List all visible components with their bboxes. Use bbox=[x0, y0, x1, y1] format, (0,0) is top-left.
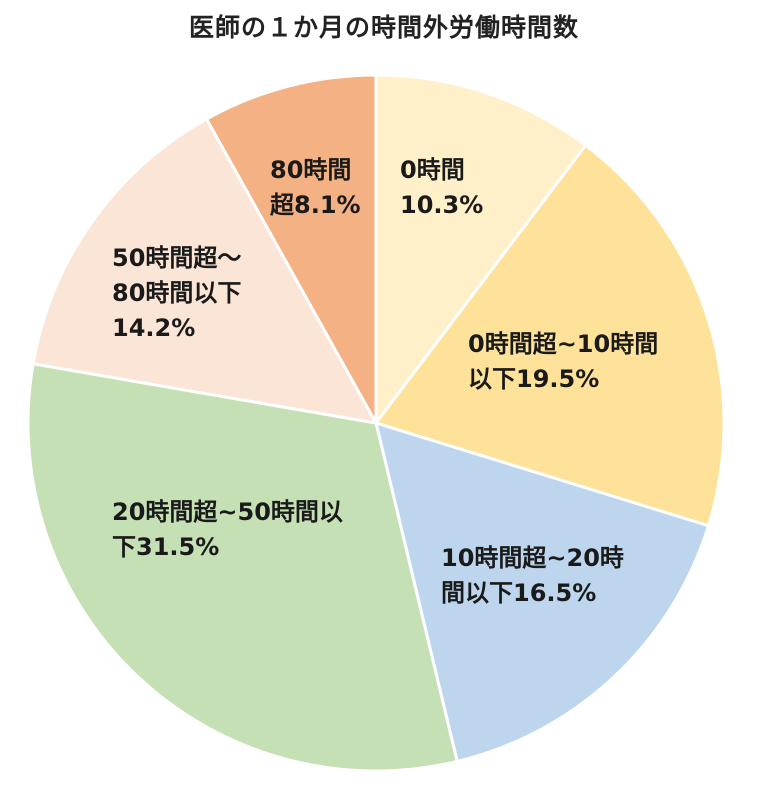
slice-label-5: 80時間超8.1% bbox=[270, 156, 361, 219]
slice-label-1: 0時間超~10時間以下19.5% bbox=[468, 330, 658, 393]
slice-label-line: 以下19.5% bbox=[468, 365, 599, 393]
slice-label-3: 20時間超~50時間以下31.5% bbox=[112, 498, 343, 561]
pie-labels: 0時間 10.3% 0時間超~10時間以下19.5% 10時間超~20時間以下16.5… bbox=[112, 156, 658, 607]
pie-slice-3 bbox=[26, 362, 459, 773]
pie-slice-1 bbox=[373, 143, 726, 528]
slice-label-0: 0時間 10.3% bbox=[400, 156, 483, 219]
pie-slice-4 bbox=[31, 116, 379, 426]
chart-title: 医師の１か月の時間外労働時間数 bbox=[188, 13, 579, 42]
slice-label-line: 0時間 bbox=[400, 156, 465, 184]
slice-label-line: 50時間超～ bbox=[112, 244, 241, 272]
slice-label-line: 14.2% bbox=[112, 314, 195, 342]
slice-label-line: 10.3% bbox=[400, 191, 483, 219]
pie-slice-0 bbox=[374, 73, 588, 428]
slice-label-line: 間以下16.5% bbox=[441, 579, 596, 607]
slice-label-line: 10時間超~20時 bbox=[441, 544, 624, 572]
slice-label-line: 0時間超~10時間 bbox=[468, 330, 658, 358]
slice-label-2: 10時間超~20時間以下16.5% bbox=[441, 544, 624, 607]
pie-slice-2 bbox=[373, 420, 711, 764]
slice-label-line: 20時間超~50時間以 bbox=[112, 498, 343, 526]
slice-label-4: 50時間超～ 80時間以下 14.2% bbox=[112, 244, 241, 342]
slice-label-line: 超8.1% bbox=[270, 191, 361, 219]
slice-label-line: 80時間 bbox=[270, 156, 351, 184]
slice-label-line: 80時間以下 bbox=[112, 279, 241, 307]
slice-label-line: 下31.5% bbox=[112, 533, 219, 561]
pie-slice-5 bbox=[204, 73, 378, 429]
pie-slices bbox=[26, 73, 726, 773]
